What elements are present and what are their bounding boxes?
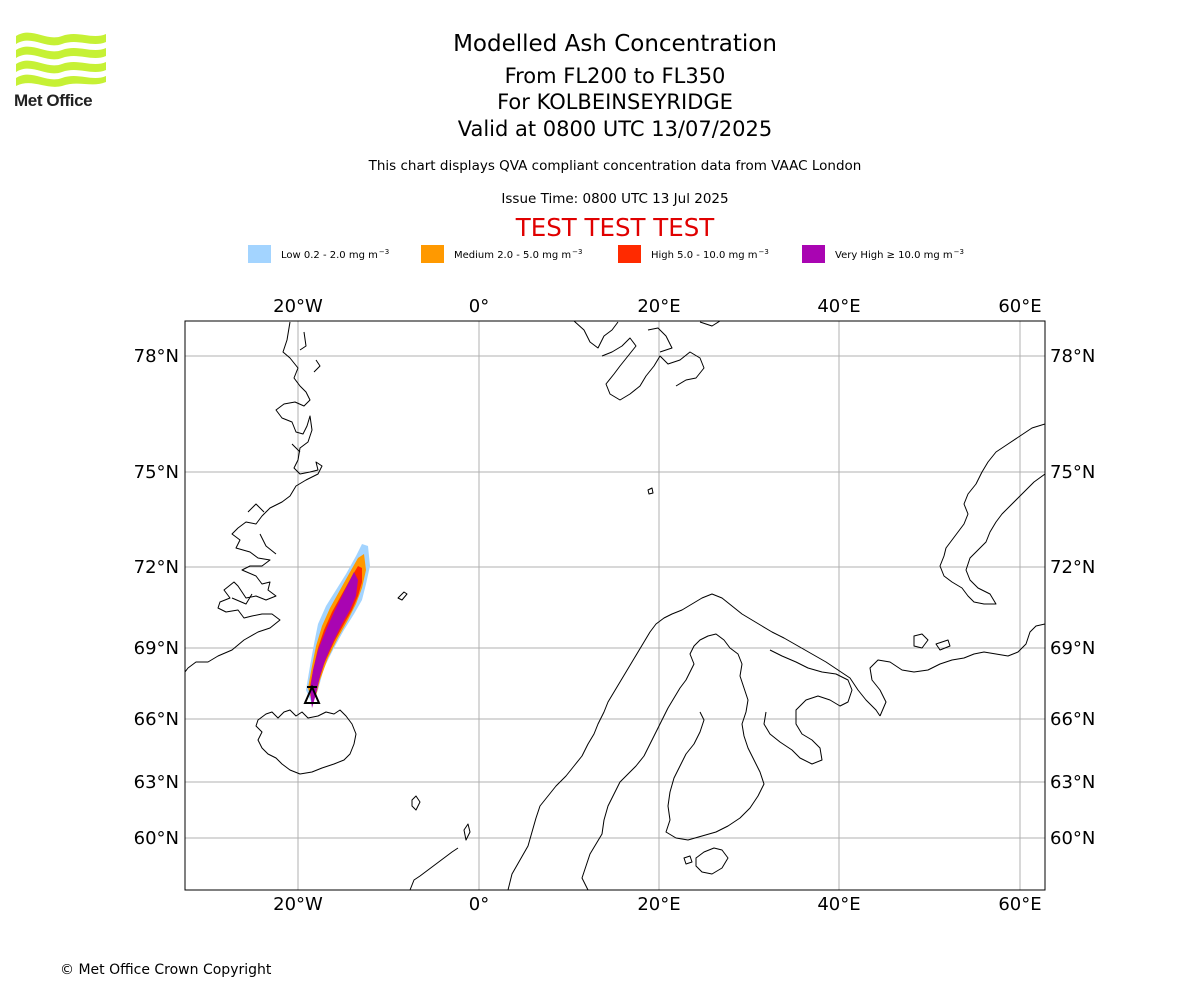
- coastline-scandinavia: [409, 593, 881, 890]
- lon-label-top-40e: 40°E: [817, 296, 860, 317]
- lat-label-left-63n: 63°N: [134, 772, 179, 793]
- issue-time: Issue Time: 0800 UTC 13 Jul 2025: [501, 191, 729, 207]
- map-frame: [184, 320, 1046, 891]
- met-office-wordmark: Met Office: [14, 91, 93, 110]
- map-background: [185, 321, 1045, 890]
- legend-swatch-low: [248, 245, 271, 263]
- coastline-novaya-zemlya: [939, 423, 1045, 605]
- coastline-russia-kola: [763, 623, 1045, 765]
- lat-label-left-60n: 60°N: [134, 828, 179, 849]
- latitude-labels-left: 78°N 75°N 72°N 69°N 66°N 63°N 60°N: [134, 346, 179, 849]
- lat-label-right-60n: 60°N: [1050, 828, 1095, 849]
- lat-label-right-63n: 63°N: [1050, 772, 1095, 793]
- coastline-bothnia: [581, 633, 765, 890]
- lat-label-right-72n: 72°N: [1050, 557, 1095, 578]
- volcano-name: For KOLBEINSEYRIDGE: [497, 90, 733, 114]
- legend-label-low: Low 0.2 - 2.0 mg m−3: [281, 247, 390, 261]
- legend-item-low: Low 0.2 - 2.0 mg m−3: [248, 244, 389, 264]
- lat-label-left-72n: 72°N: [134, 557, 179, 578]
- lon-label-bottom-20e: 20°E: [637, 894, 680, 915]
- flight-level-range: From FL200 to FL350: [504, 64, 726, 88]
- legend-item-medium: Medium 2.0 - 5.0 mg m−3: [421, 244, 583, 264]
- lon-label-top-20e: 20°E: [637, 296, 680, 317]
- legend-item-high: High 5.0 - 10.0 mg m−3: [618, 244, 769, 264]
- longitude-labels-top: 20°W 0° 20°E 40°E 60°E: [273, 296, 1041, 317]
- lon-label-top-0: 0°: [469, 296, 489, 317]
- lon-label-bottom-0: 0°: [469, 894, 489, 915]
- met-office-logo: [16, 32, 106, 87]
- volcano-triangle-marker: [303, 684, 321, 704]
- lat-label-right-78n: 78°N: [1050, 346, 1095, 367]
- test-banner: TEST TEST TEST: [515, 213, 715, 242]
- ash-plume-very-high: [310, 572, 358, 708]
- legend-label-medium: Medium 2.0 - 5.0 mg m−3: [454, 247, 583, 261]
- data-source-note: This chart displays QVA compliant concen…: [368, 158, 862, 174]
- coastlines: [185, 321, 1045, 890]
- coastline-greenland-fjord: [231, 331, 321, 605]
- coastline-jan-mayen: [397, 591, 408, 601]
- ash-plume: [306, 544, 370, 708]
- lon-label-top-60e: 60°E: [998, 296, 1041, 317]
- valid-time: Valid at 0800 UTC 13/07/2025: [457, 117, 773, 141]
- coastline-greenland: [185, 321, 323, 673]
- lon-label-bottom-20w: 20°W: [273, 894, 323, 915]
- legend-item-very-high: Very High ≥ 10.0 mg m−3: [802, 244, 964, 264]
- legend-label-very-high: Very High ≥ 10.0 mg m−3: [835, 247, 964, 261]
- lon-label-bottom-60e: 60°E: [998, 894, 1041, 915]
- lat-label-left-69n: 69°N: [134, 638, 179, 659]
- longitude-labels-bottom: 20°W 0° 20°E 40°E 60°E: [273, 894, 1041, 915]
- chart-title: Modelled Ash Concentration: [453, 31, 777, 57]
- lon-label-bottom-40e: 40°E: [817, 894, 860, 915]
- lat-label-right-66n: 66°N: [1050, 709, 1095, 730]
- lat-label-right-69n: 69°N: [1050, 638, 1095, 659]
- lat-label-left-75n: 75°N: [134, 462, 179, 483]
- legend-swatch-high: [618, 245, 641, 263]
- legend-swatch-medium: [421, 245, 444, 263]
- latitude-labels-right: 78°N 75°N 72°N 69°N 66°N 63°N 60°N: [1050, 346, 1095, 849]
- legend-swatch-very-high: [802, 245, 825, 263]
- coastline-shetland: [463, 823, 471, 841]
- coastline-faroe: [411, 795, 421, 811]
- copyright-notice: © Met Office Crown Copyright: [60, 962, 272, 978]
- legend-label-high: High 5.0 - 10.0 mg m−3: [651, 247, 769, 261]
- lat-label-right-75n: 75°N: [1050, 462, 1095, 483]
- lon-label-top-20w: 20°W: [273, 296, 323, 317]
- lat-label-left-78n: 78°N: [134, 346, 179, 367]
- coastline-bear-island: [647, 487, 654, 495]
- coastline-iceland: [255, 709, 357, 775]
- lat-label-left-66n: 66°N: [134, 709, 179, 730]
- coastline-islands-misc: [683, 633, 951, 875]
- coastline-svalbard: [573, 321, 721, 401]
